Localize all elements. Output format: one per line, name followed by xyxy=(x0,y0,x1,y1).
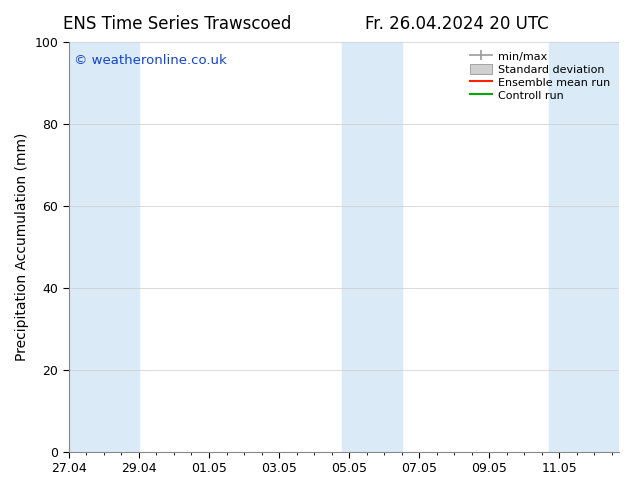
Y-axis label: Precipitation Accumulation (mm): Precipitation Accumulation (mm) xyxy=(15,133,29,361)
Text: Fr. 26.04.2024 20 UTC: Fr. 26.04.2024 20 UTC xyxy=(365,15,548,33)
Bar xyxy=(69,42,139,452)
Bar xyxy=(549,42,619,452)
Bar xyxy=(342,42,402,452)
Text: © weatheronline.co.uk: © weatheronline.co.uk xyxy=(74,54,227,67)
Legend: min/max, Standard deviation, Ensemble mean run, Controll run: min/max, Standard deviation, Ensemble me… xyxy=(467,48,614,104)
Text: ENS Time Series Trawscoed: ENS Time Series Trawscoed xyxy=(63,15,292,33)
